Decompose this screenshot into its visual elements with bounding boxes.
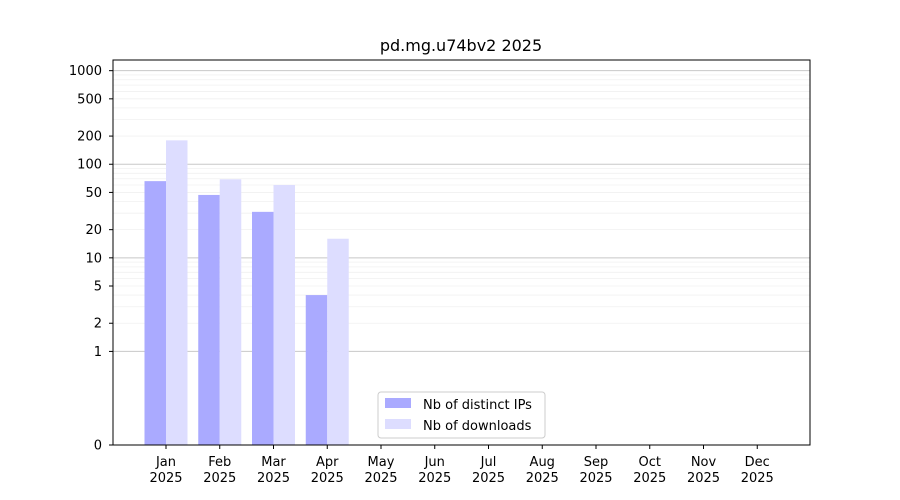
bar-downloads <box>219 179 242 445</box>
y-tick-label: 500 <box>77 92 102 107</box>
plot-frame <box>112 59 811 446</box>
bar-downloads <box>166 140 188 445</box>
x-tick-label-year: 2025 <box>687 471 720 486</box>
x-tick-label-month: Mar <box>261 455 286 470</box>
bar-distinct-ips <box>198 194 220 445</box>
y-tick-label: 200 <box>77 130 102 145</box>
x-axis: Jan2025Feb2025Mar2025Apr2025May2025Jun20… <box>149 445 774 486</box>
y-tick-label: 100 <box>77 158 102 173</box>
y-tick-label: 10 <box>85 251 102 266</box>
x-tick-label-year: 2025 <box>633 471 666 486</box>
bar-distinct-ips <box>144 181 166 445</box>
bar-distinct-ips <box>252 211 274 445</box>
y-tick-label: 20 <box>85 223 102 238</box>
bar-downloads <box>273 185 295 445</box>
legend-swatch-distinct-ips <box>385 398 411 408</box>
chart-title: pd.mg.u74bv2 2025 <box>380 36 542 55</box>
x-tick-label-year: 2025 <box>257 471 290 486</box>
x-tick-label-month: Aug <box>530 455 555 470</box>
x-tick-label-year: 2025 <box>472 471 505 486</box>
x-tick-label-month: Sep <box>584 455 609 470</box>
x-tick-label-year: 2025 <box>311 471 344 486</box>
x-tick-label-year: 2025 <box>579 471 612 486</box>
x-tick-label-month: Jun <box>424 455 445 470</box>
y-tick-label: 1000 <box>69 64 102 79</box>
x-tick-label-month: Oct <box>639 455 661 470</box>
legend-label-distinct-ips: Nb of distinct IPs <box>423 398 532 413</box>
bar-distinct-ips <box>305 295 328 445</box>
y-tick-label: 5 <box>94 280 102 295</box>
x-tick-label-year: 2025 <box>203 471 236 486</box>
x-tick-label-month: Feb <box>208 455 231 470</box>
x-tick-label-month: Dec <box>745 455 770 470</box>
x-tick-label-month: May <box>368 455 395 470</box>
legend-label-downloads: Nb of downloads <box>423 419 532 434</box>
bars <box>144 140 349 445</box>
y-tick-label: 0 <box>94 439 102 454</box>
x-tick-label-month: Nov <box>691 455 717 470</box>
y-axis: 0 1 2 5 10 20 50 100 200 500 1000 <box>69 64 113 454</box>
x-tick-label-month: Jul <box>480 455 497 470</box>
x-tick-label-year: 2025 <box>741 471 774 486</box>
x-tick-label-year: 2025 <box>364 471 397 486</box>
y-tick-label: 2 <box>94 317 102 332</box>
x-tick-label-year: 2025 <box>526 471 559 486</box>
legend-swatch-downloads <box>385 419 411 429</box>
y-tick-label: 50 <box>85 186 102 201</box>
x-tick-label-month: Apr <box>316 455 339 470</box>
x-tick-label-year: 2025 <box>418 471 451 486</box>
legend: Nb of distinct IPs Nb of downloads <box>377 391 546 439</box>
y-tick-label: 1 <box>94 345 102 360</box>
legend-box <box>377 391 546 439</box>
x-tick-label-year: 2025 <box>149 471 182 486</box>
x-tick-label-month: Jan <box>155 455 176 470</box>
bar-downloads <box>327 238 349 445</box>
